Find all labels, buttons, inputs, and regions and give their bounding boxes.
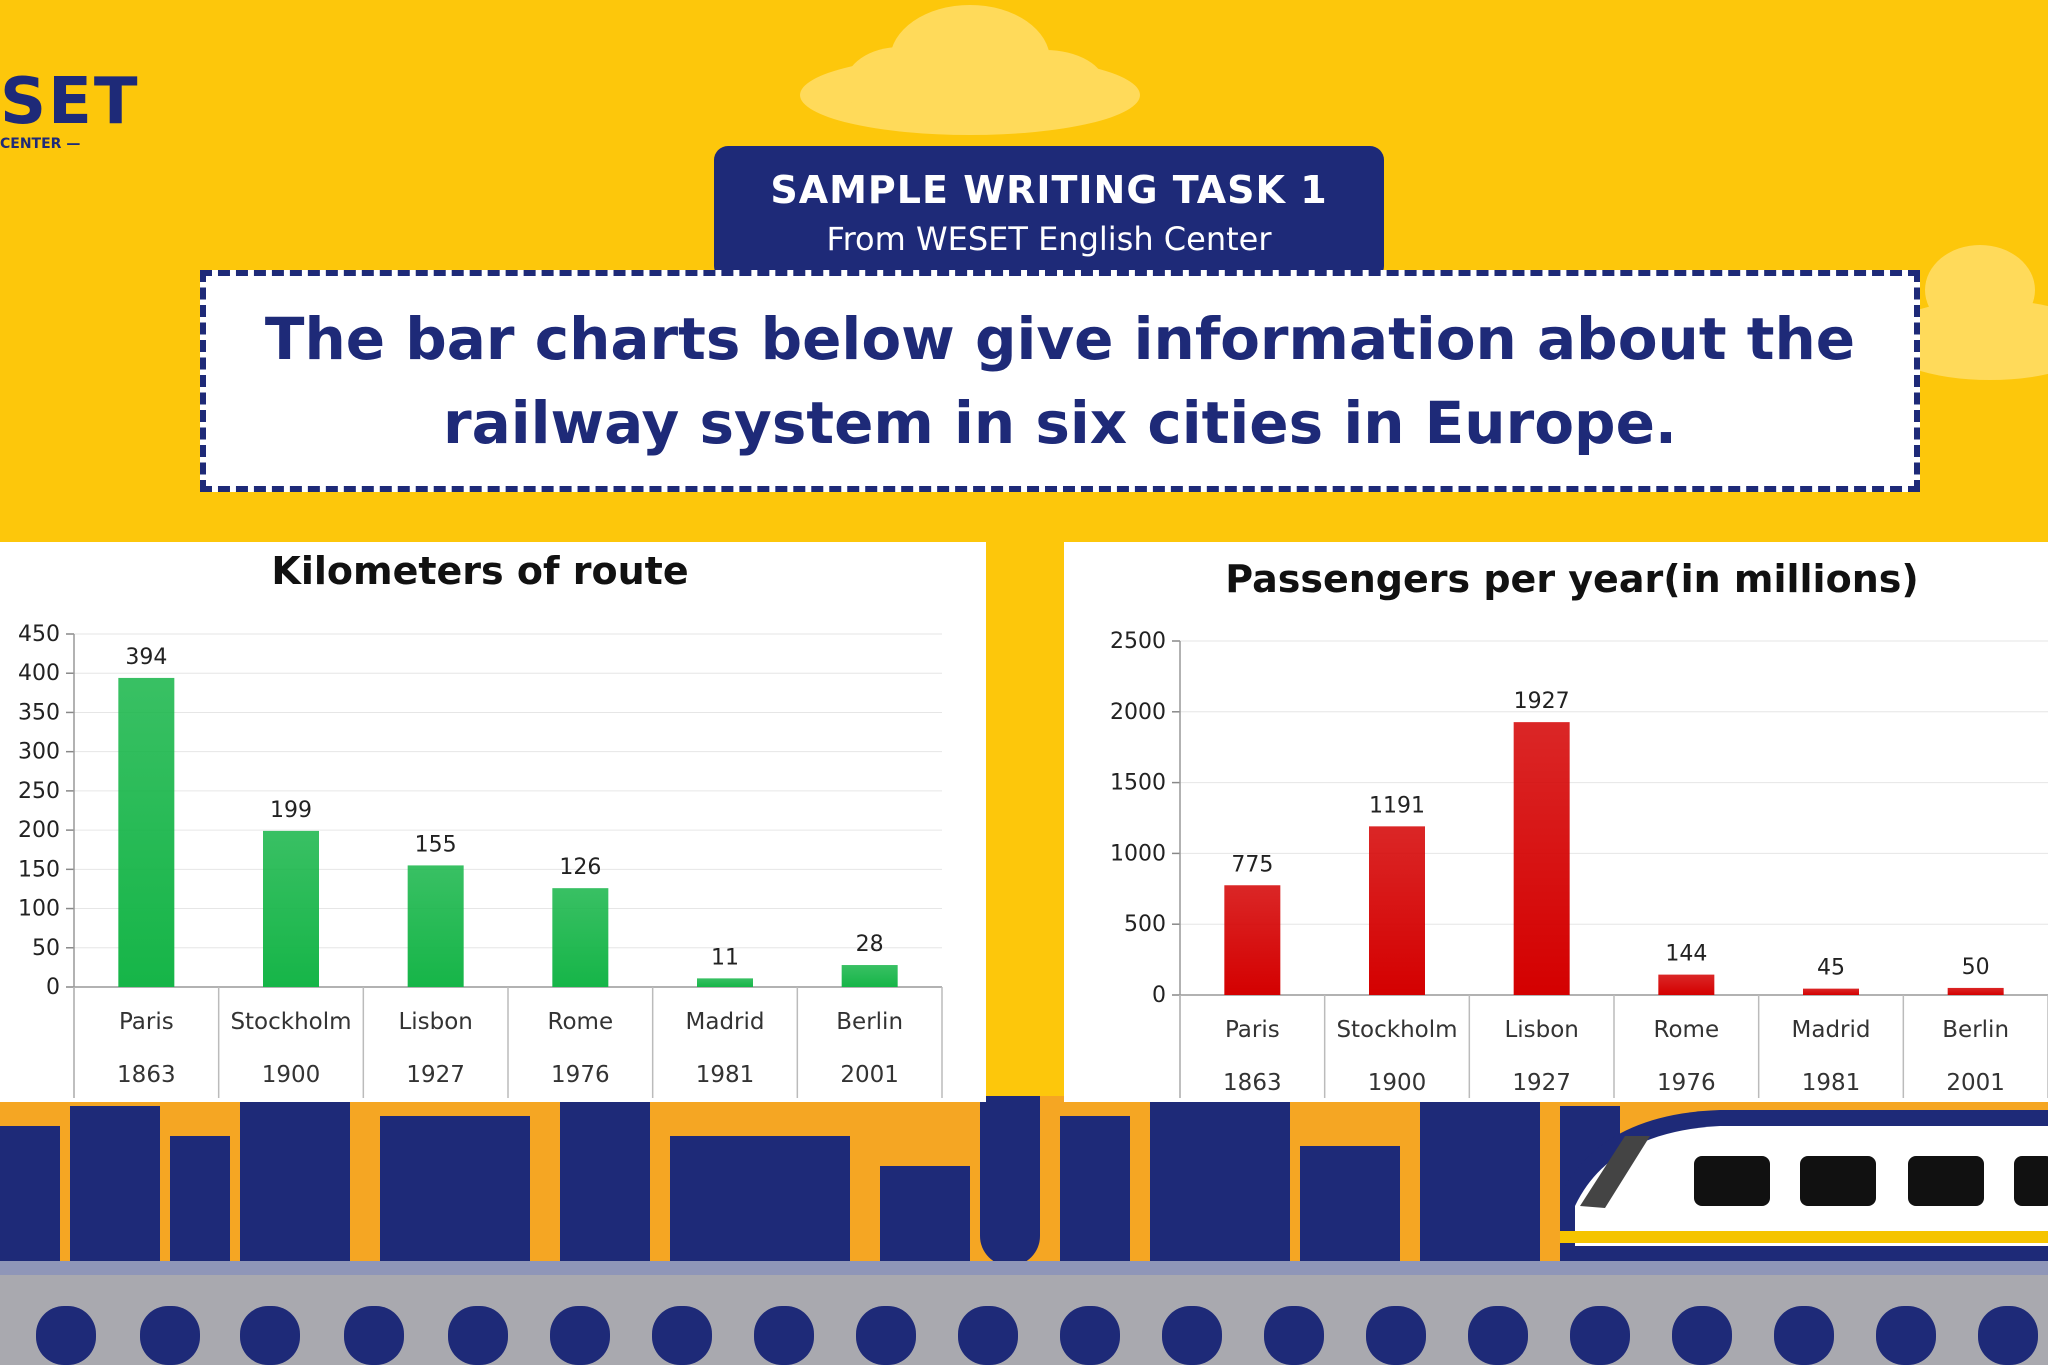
km-route-chart-panel: Kilometers of route 0 50 100 150 200 250 300 35… [0, 542, 986, 1102]
category-label: Berlin [1942, 1017, 2009, 1043]
weset-logo: SET CENTER — [0, 70, 139, 152]
passengers-chart: Passengers per year(in millions) 0 500 100… [1110, 557, 2048, 1098]
y-tick-label: 300 [18, 740, 60, 765]
logo-text: SET [0, 65, 140, 139]
bar-stockholm [263, 830, 319, 987]
bar-lisbon [1513, 722, 1570, 995]
y-tick-label: 1500 [1110, 771, 1166, 796]
y-tick-label: 250 [18, 779, 60, 804]
data-label: 394 [125, 645, 167, 670]
chart-title: Passengers per year(in millions) [1225, 557, 1918, 601]
bar-rome [1658, 974, 1715, 995]
year-label: 2001 [1946, 1070, 2005, 1096]
data-label: 155 [415, 832, 457, 857]
bar-paris [118, 677, 175, 987]
y-tick-label: 150 [18, 857, 60, 882]
y-tick-label: 100 [18, 897, 60, 922]
sample-task-badge: SAMPLE WRITING TASK 1 From WESET English… [714, 146, 1384, 280]
data-label: 50 [1962, 955, 1990, 980]
city-skyline-illustration [0, 1096, 2048, 1365]
data-label: 28 [856, 932, 884, 957]
category-label: Paris [1225, 1017, 1280, 1043]
y-tick-label: 400 [18, 661, 60, 686]
bar-madrid [697, 978, 753, 987]
category-label: Stockholm [230, 1009, 351, 1035]
cloud-decoration [800, 5, 1140, 135]
y-tick-label: 350 [18, 700, 60, 725]
data-label: 45 [1817, 956, 1845, 981]
data-label: 199 [270, 798, 312, 823]
data-label: 775 [1231, 852, 1273, 877]
year-label: 1976 [1657, 1070, 1716, 1096]
y-tick-label: 450 [18, 622, 60, 647]
category-label: Lisbon [1504, 1017, 1578, 1043]
year-label: 1863 [117, 1062, 176, 1088]
km-route-chart: Kilometers of route 0 50 100 150 200 250 300 35… [18, 549, 943, 1098]
category-label: Rome [1654, 1017, 1720, 1043]
badge-title: SAMPLE WRITING TASK 1 [770, 168, 1328, 212]
year-label: 1976 [551, 1062, 610, 1088]
year-label: 1900 [1368, 1070, 1427, 1096]
data-label: 144 [1665, 942, 1707, 967]
y-tick-label: 500 [1124, 912, 1166, 937]
logo-subtitle: CENTER — [0, 136, 81, 152]
bar-lisbon [407, 865, 464, 987]
category-label: Madrid [1792, 1017, 1871, 1043]
data-label: 126 [559, 855, 601, 880]
cloud-decoration [1880, 245, 2048, 380]
y-tick-label: 0 [46, 975, 60, 1000]
data-label: 1191 [1369, 793, 1425, 818]
train-illustration [1560, 1110, 2048, 1261]
bar-madrid [1803, 988, 1859, 995]
year-label: 1863 [1223, 1070, 1282, 1096]
category-label: Madrid [686, 1009, 765, 1035]
year-label: 1981 [696, 1062, 755, 1088]
y-tick-label: 50 [32, 936, 60, 961]
chart-title: Kilometers of route [271, 549, 688, 593]
bar-paris [1224, 885, 1281, 995]
badge-subtitle: From WESET English Center [826, 220, 1272, 258]
task-prompt-text: The bar charts below give information ab… [264, 305, 1856, 457]
bar-berlin [1947, 987, 2004, 995]
year-label: 1900 [262, 1062, 321, 1088]
category-label: Paris [119, 1009, 174, 1035]
y-tick-label: 1000 [1110, 841, 1166, 866]
category-label: Lisbon [398, 1009, 472, 1035]
y-tick-label: 200 [18, 818, 60, 843]
y-tick-label: 2500 [1110, 629, 1166, 654]
category-label: Stockholm [1336, 1017, 1457, 1043]
year-label: 1981 [1802, 1070, 1861, 1096]
data-label: 1927 [1514, 689, 1570, 714]
category-label: Rome [548, 1009, 614, 1035]
data-label: 11 [711, 945, 739, 970]
year-label: 2001 [840, 1062, 899, 1088]
category-label: Berlin [836, 1009, 903, 1035]
year-label: 1927 [1512, 1070, 1571, 1096]
bar-rome [552, 888, 609, 987]
passengers-chart-panel: Passengers per year(in millions) 0 500 100… [1064, 542, 2048, 1102]
year-label: 1927 [406, 1062, 465, 1088]
bar-stockholm [1369, 826, 1425, 995]
bar-berlin [841, 965, 898, 987]
y-tick-label: 2000 [1110, 700, 1166, 725]
task-prompt-box: The bar charts below give information ab… [200, 270, 1920, 492]
y-tick-label: 0 [1152, 983, 1166, 1008]
